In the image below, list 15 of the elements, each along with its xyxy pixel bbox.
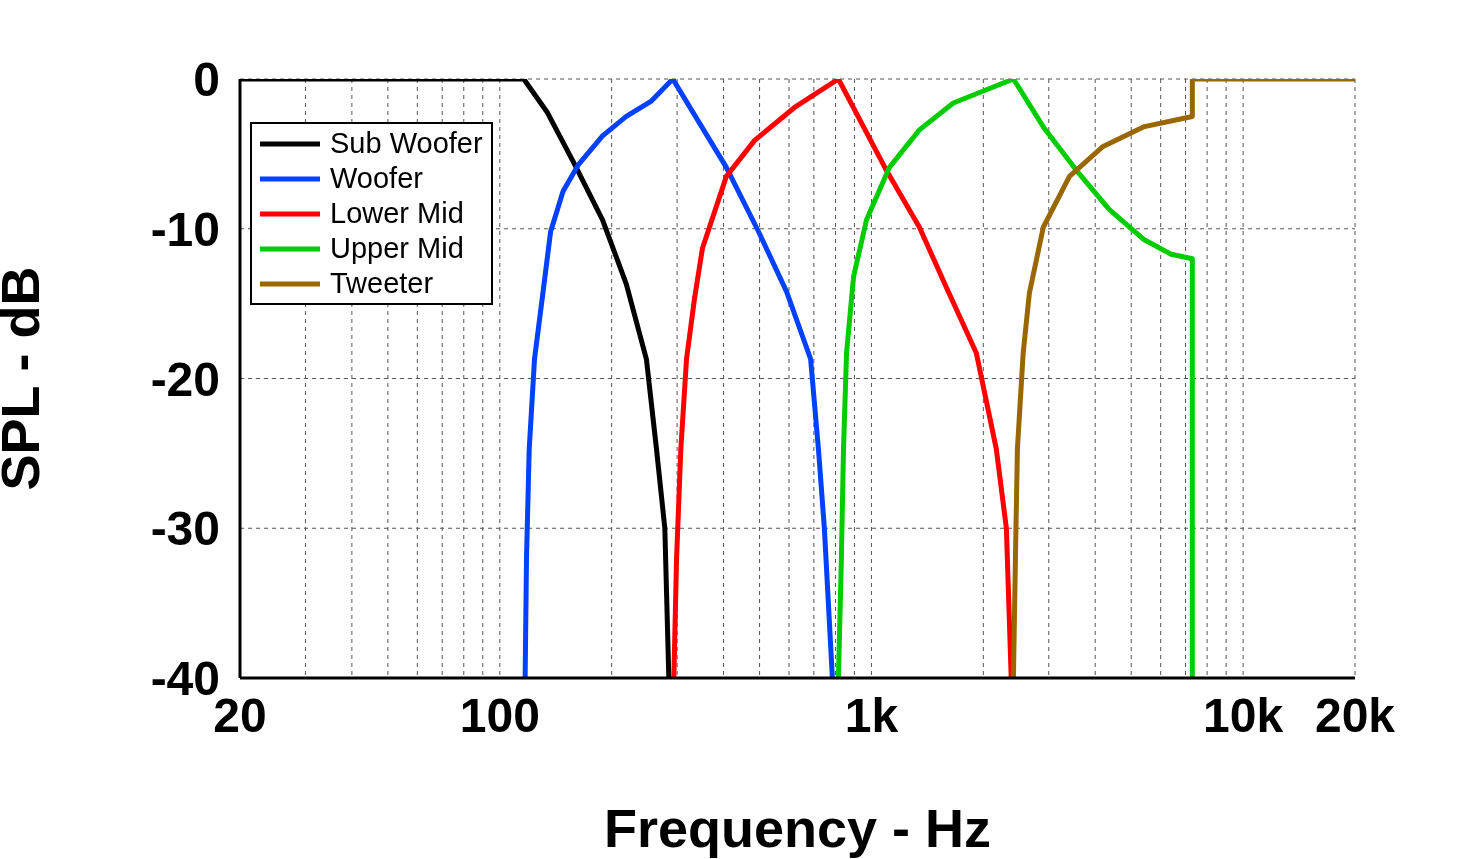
- legend-label: Upper Mid: [330, 231, 464, 266]
- x-axis-title: Frequency - Hz: [603, 798, 992, 858]
- y-tick-label: -10: [150, 202, 220, 256]
- legend-label: Lower Mid: [330, 196, 464, 231]
- x-tick-label: 1k: [844, 689, 899, 743]
- legend-label: Sub Woofer: [330, 126, 483, 161]
- legend-label: Woofer: [330, 161, 423, 196]
- y-tick-label: 0: [193, 53, 220, 107]
- x-tick-label: 20k: [1314, 689, 1396, 743]
- x-tick-label: 10k: [1203, 689, 1284, 743]
- y-tick-label: -30: [150, 502, 220, 556]
- legend-label: Tweeter: [330, 266, 434, 301]
- y-tick-label: -20: [150, 352, 220, 406]
- x-tick-label: 100: [459, 689, 540, 743]
- y-axis-title: SPL - dB: [0, 266, 51, 491]
